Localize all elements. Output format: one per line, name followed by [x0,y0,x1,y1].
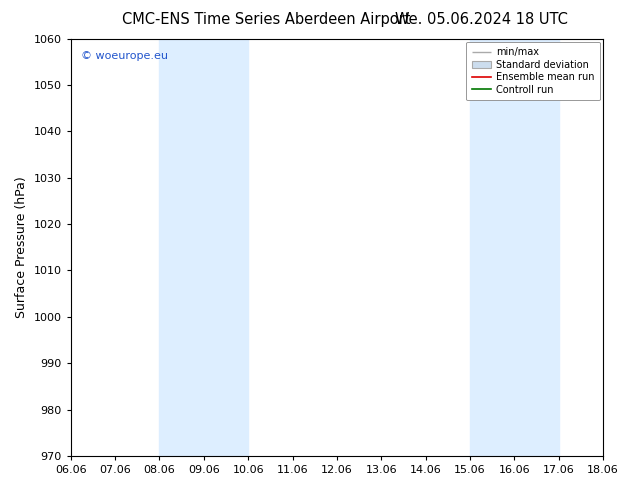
Text: CMC-ENS Time Series Aberdeen Airport: CMC-ENS Time Series Aberdeen Airport [122,12,411,27]
Y-axis label: Surface Pressure (hPa): Surface Pressure (hPa) [15,176,28,318]
Bar [159,39,248,456]
Legend: min/max, Standard deviation, Ensemble mean run, Controll run: min/max, Standard deviation, Ensemble me… [466,42,600,100]
Text: We. 05.06.2024 18 UTC: We. 05.06.2024 18 UTC [396,12,568,27]
Bar [470,39,559,456]
Text: © woeurope.eu: © woeurope.eu [81,51,169,61]
